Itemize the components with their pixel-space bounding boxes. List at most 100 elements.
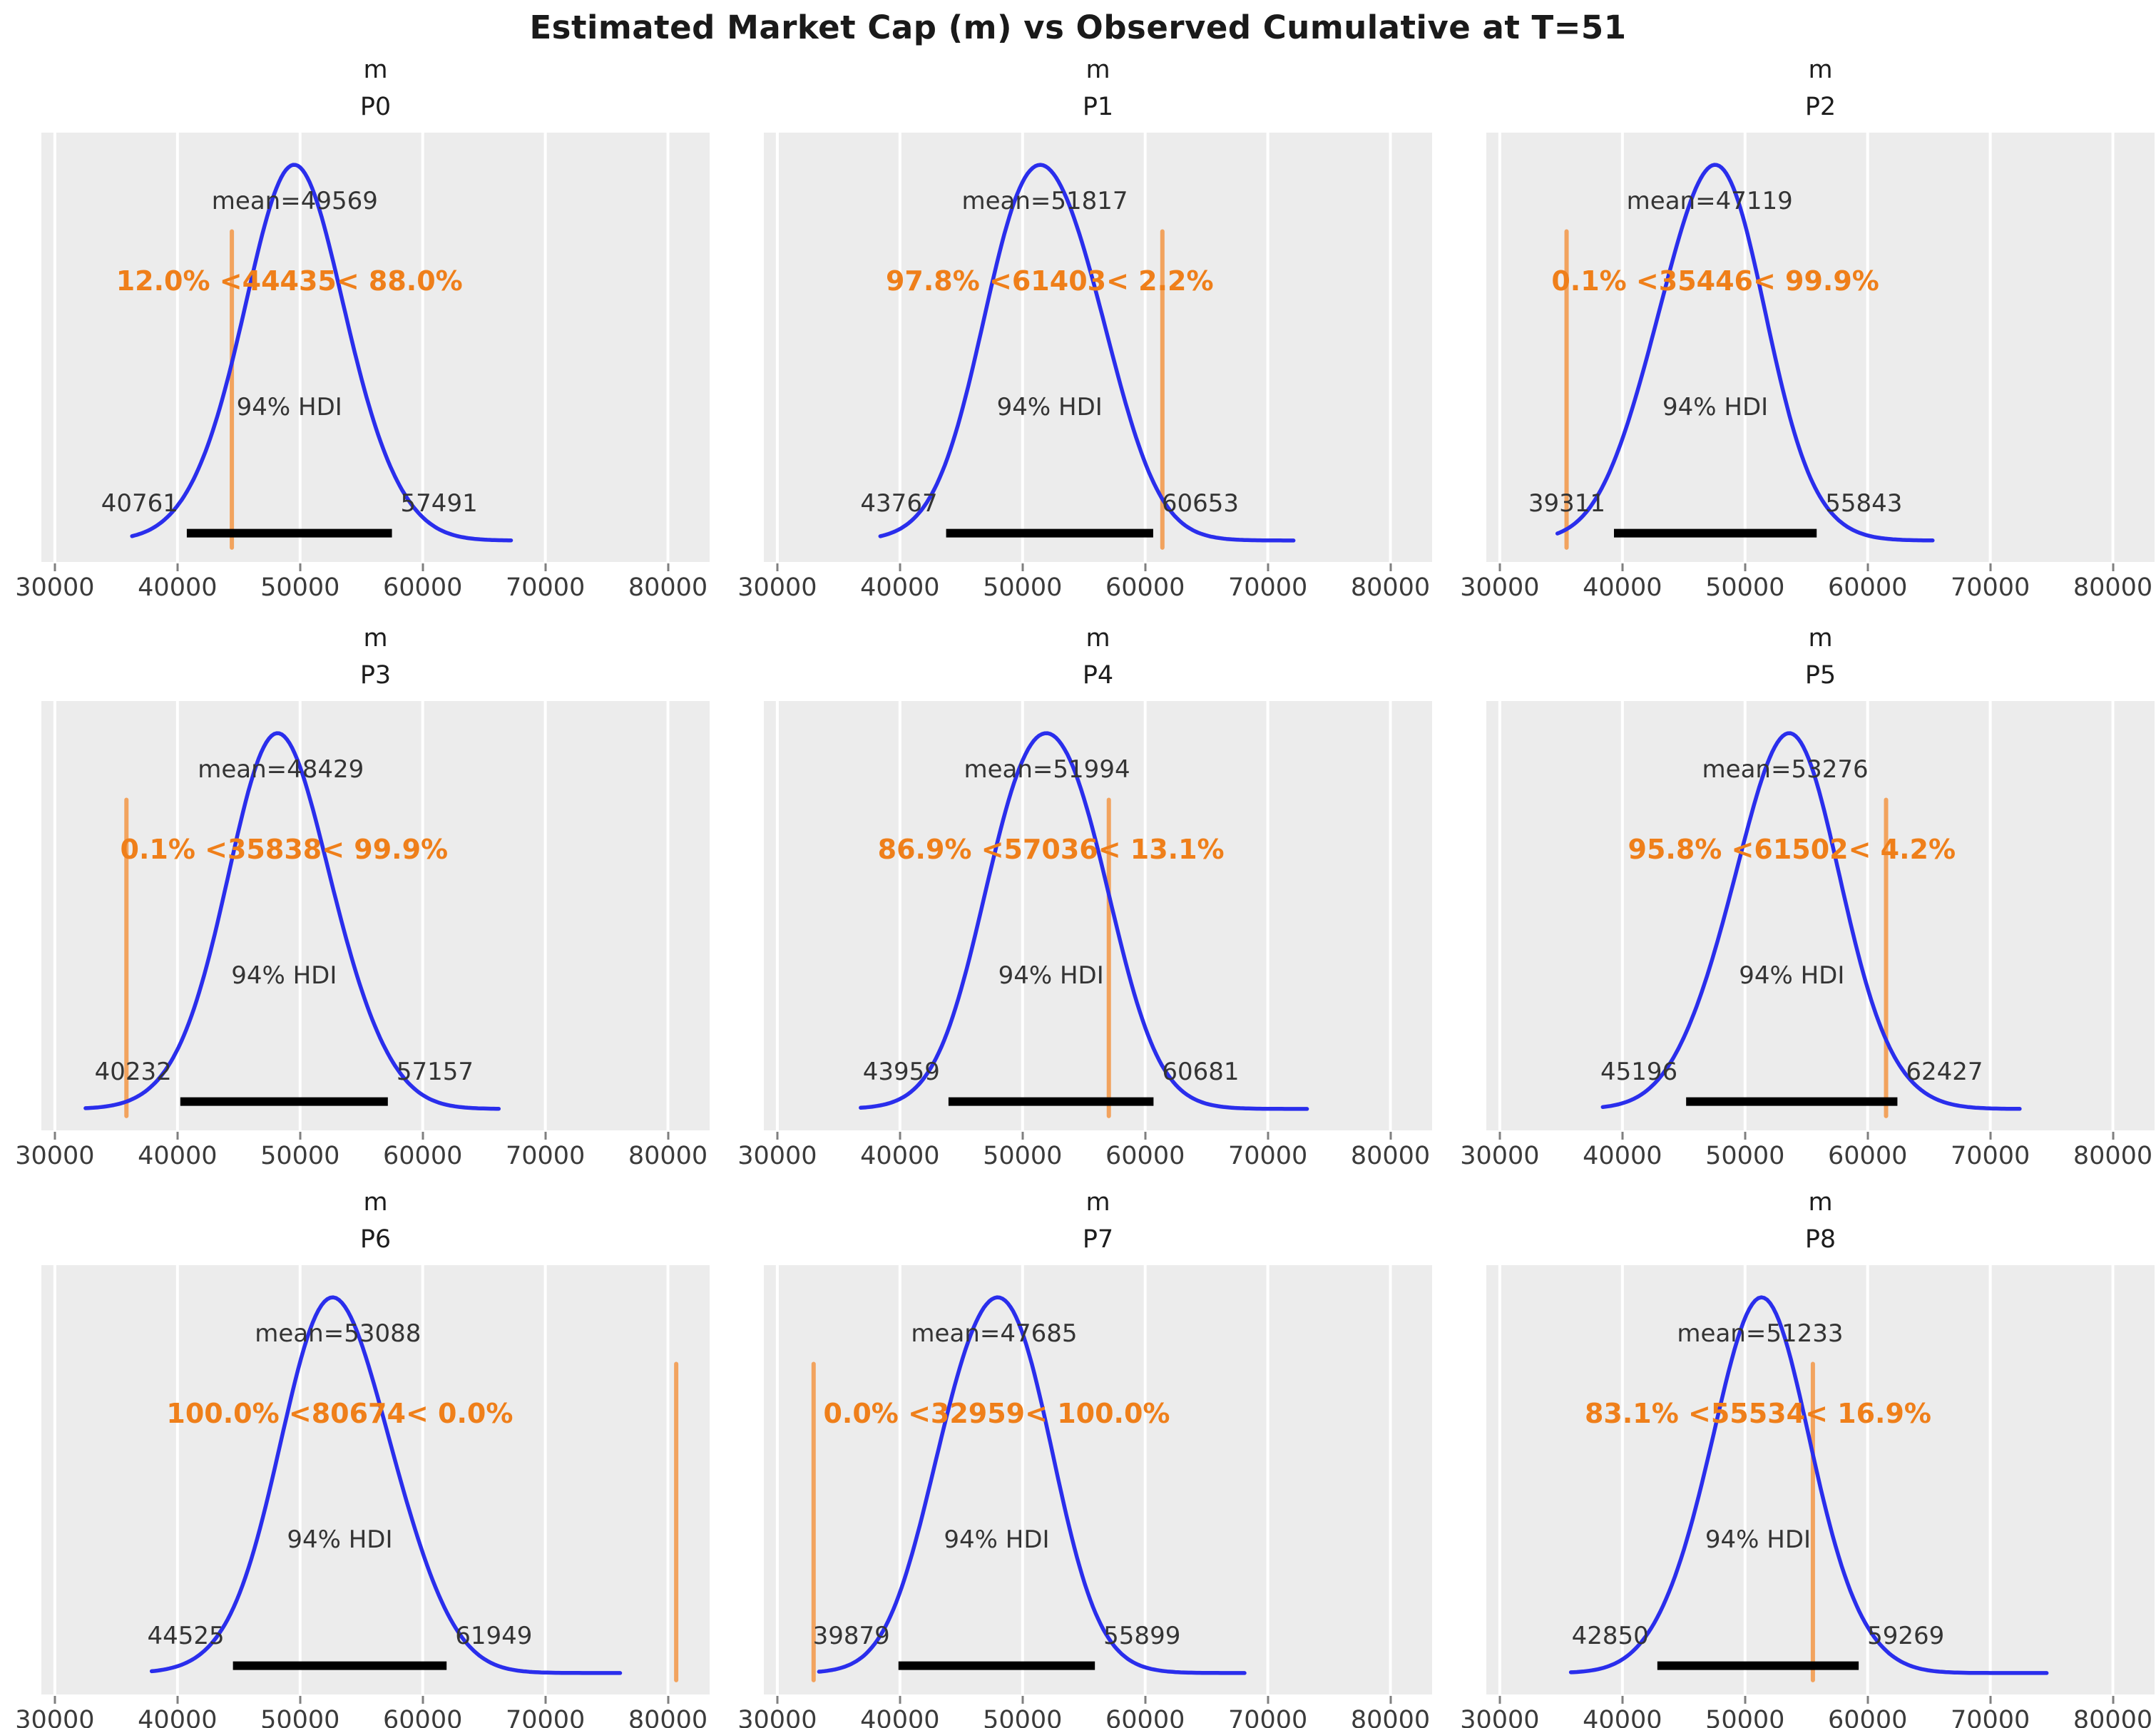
x-tick-mark: [176, 1696, 179, 1704]
x-tick-mark: [422, 1132, 424, 1140]
x-tick-label: 40000: [860, 1706, 940, 1728]
plot-area: mean=51994 86.9% <57036< 13.1% 94% HDI 4…: [764, 701, 1432, 1130]
x-axis-ticks: 30000 40000 50000 60000 70000 80000: [737, 1694, 1432, 1728]
x-tick-mark: [1144, 1696, 1147, 1704]
panel-name: P7: [1082, 1225, 1114, 1254]
panel-title: m P5: [1486, 620, 2155, 701]
x-tick-label: 70000: [505, 1142, 586, 1170]
x-tick-label: 70000: [505, 573, 586, 602]
hdi-upper-value: 55843: [1825, 489, 1903, 518]
x-tick-mark: [1144, 1132, 1147, 1140]
x-tick-mark: [1498, 563, 1501, 571]
ref-annotation: 0.1% <35446< 99.9%: [1551, 265, 1879, 297]
kde-curve: [1555, 163, 1935, 543]
x-tick-label: 50000: [983, 1142, 1063, 1170]
x-tick-label: 70000: [1227, 1706, 1308, 1728]
subplot-p2: m P2 mean=47119 0.1% <35446< 99.9% 94% H…: [1460, 56, 2155, 602]
x-tick-mark: [899, 563, 901, 571]
panel-var-label: m: [363, 56, 388, 84]
hdi-label: 94% HDI: [1662, 393, 1769, 422]
mean-label: mean=51233: [1677, 1319, 1844, 1349]
x-tick-mark: [776, 563, 779, 571]
x-tick-mark: [1267, 563, 1269, 571]
x-tick-mark: [1866, 1132, 1869, 1140]
hdi-upper-value: 60681: [1162, 1058, 1240, 1087]
kde-curve: [1600, 731, 2022, 1111]
x-tick-mark: [2112, 1132, 2115, 1140]
x-tick-mark: [1021, 1696, 1024, 1704]
x-tick-label: 80000: [628, 573, 708, 602]
x-tick-mark: [1866, 563, 1869, 571]
density-plot-svg: [775, 133, 1392, 562]
hdi-lower-value: 42850: [1571, 1622, 1649, 1651]
density-plot-svg: [53, 701, 670, 1130]
hdi-upper-value: 62427: [1906, 1058, 1983, 1087]
x-tick-label: 40000: [138, 1706, 218, 1728]
panel-title: m P8: [1486, 1184, 2155, 1265]
panel-var-label: m: [1085, 624, 1110, 653]
subplot-p1: m P1 mean=51817 97.8% <61403< 2.2% 94% H…: [737, 56, 1432, 602]
plot-area: mean=53276 95.8% <61502< 4.2% 94% HDI 45…: [1486, 701, 2155, 1130]
x-axis-ticks: 30000 40000 50000 60000 70000 80000: [15, 1694, 710, 1728]
ref-annotation: 12.0% <44435< 88.0%: [116, 265, 463, 297]
ref-annotation: 97.8% <61403< 2.2%: [885, 265, 1214, 297]
x-tick-mark: [2112, 1696, 2115, 1704]
hdi-upper-value: 60653: [1161, 489, 1240, 518]
x-tick-label: 50000: [260, 1142, 340, 1170]
hdi-label: 94% HDI: [944, 1525, 1050, 1555]
x-tick-label: 30000: [1460, 1706, 1540, 1728]
panel-var-label: m: [1085, 56, 1110, 84]
x-tick-label: 50000: [260, 573, 340, 602]
mean-label: mean=47119: [1626, 187, 1793, 216]
x-tick-label: 80000: [628, 1706, 708, 1728]
x-tick-mark: [899, 1132, 901, 1140]
hdi-lower-value: 40761: [101, 489, 178, 518]
x-tick-label: 50000: [983, 1706, 1063, 1728]
panel-var-label: m: [363, 1188, 388, 1217]
panel-var-label: m: [1808, 624, 1833, 653]
x-axis-ticks: 30000 40000 50000 60000 70000 80000: [15, 562, 710, 605]
x-tick-mark: [1744, 1132, 1747, 1140]
x-tick-label: 80000: [1350, 1706, 1431, 1728]
x-tick-mark: [667, 1696, 670, 1704]
kde-curve: [878, 163, 1296, 543]
x-axis-ticks: 30000 40000 50000 60000 70000 80000: [737, 562, 1432, 605]
density-plot-svg: [775, 701, 1392, 1130]
hdi-upper-value: 59269: [1867, 1622, 1945, 1651]
x-axis-ticks: 30000 40000 50000 60000 70000 80000: [1460, 562, 2155, 605]
hdi-upper-value: 55899: [1103, 1622, 1181, 1651]
x-tick-mark: [544, 563, 547, 571]
x-tick-mark: [1389, 1696, 1392, 1704]
x-tick-label: 50000: [1705, 1706, 1785, 1728]
x-tick-mark: [1389, 1132, 1392, 1140]
x-tick-label: 70000: [1227, 1142, 1308, 1170]
x-tick-mark: [667, 563, 670, 571]
density-plot-svg: [775, 1265, 1392, 1694]
x-tick-mark: [1866, 1696, 1869, 1704]
hdi-upper-value: 61949: [455, 1622, 533, 1651]
x-tick-label: 60000: [1105, 573, 1185, 602]
x-tick-mark: [1144, 563, 1147, 571]
hdi-lower-value: 39879: [812, 1622, 890, 1651]
mean-label: mean=53276: [1702, 755, 1869, 784]
x-tick-label: 50000: [1705, 1142, 1785, 1170]
x-tick-label: 60000: [383, 573, 463, 602]
hdi-label: 94% HDI: [996, 393, 1103, 422]
x-tick-mark: [1989, 1696, 1992, 1704]
panel-name: P2: [1804, 93, 1836, 121]
x-tick-label: 60000: [1828, 573, 1908, 602]
plot-area: mean=53088 100.0% <80674< 0.0% 94% HDI 4…: [41, 1265, 710, 1694]
x-tick-mark: [776, 1132, 779, 1140]
subplot-p3: m P3 mean=48429 0.1% <35838< 99.9% 94% H…: [15, 624, 710, 1170]
panel-title: m P6: [41, 1184, 710, 1265]
x-tick-label: 30000: [15, 573, 95, 602]
panel-name: P1: [1082, 93, 1114, 121]
x-tick-mark: [776, 1696, 779, 1704]
plot-area: mean=51233 83.1% <55534< 16.9% 94% HDI 4…: [1486, 1265, 2155, 1694]
x-tick-label: 70000: [1227, 573, 1308, 602]
x-tick-label: 40000: [138, 1142, 218, 1170]
x-axis-ticks: 30000 40000 50000 60000 70000 80000: [1460, 1130, 2155, 1173]
x-tick-label: 40000: [1583, 573, 1662, 602]
mean-label: mean=48429: [198, 755, 364, 784]
mean-label: mean=47685: [911, 1319, 1078, 1349]
